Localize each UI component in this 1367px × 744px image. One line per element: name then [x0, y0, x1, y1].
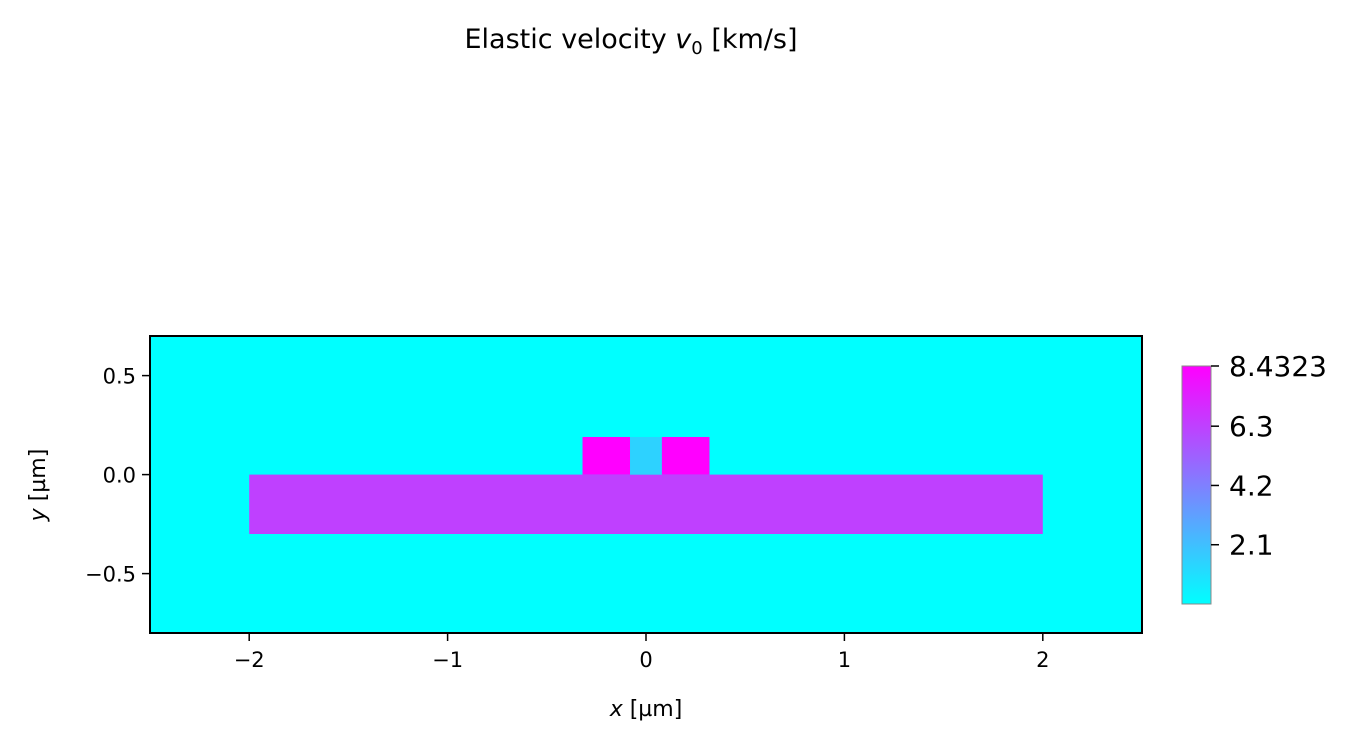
colorbar-tick-label: 4.2 [1229, 469, 1274, 502]
colorbar-tick-label: 8.4323 [1229, 350, 1327, 383]
title-subscript: 0 [691, 38, 702, 59]
region-slab [249, 474, 1043, 534]
colorbar-gradient [1181, 365, 1212, 605]
region-right-rib [661, 436, 710, 475]
y-tick-label: −0.5 [85, 563, 136, 587]
region-center-gap [630, 436, 662, 475]
x-ticks: −2 −1 0 1 2 [234, 633, 1049, 672]
x-axis-label: x [µm] [609, 697, 683, 722]
colorbar: 8.4323 6.3 4.2 2.1 [1181, 350, 1327, 605]
y-ticks: 0.5 0.0 −0.5 [85, 365, 150, 587]
plot-area: −2 −1 0 1 2 0.5 0.0 −0.5 [85, 335, 1143, 672]
y-tick-label: 0.5 [103, 365, 136, 389]
region-left-rib [582, 436, 631, 475]
x-tick-label: 0 [639, 648, 652, 672]
x-tick-label: −1 [432, 648, 463, 672]
colorbar-tick-label: 6.3 [1229, 410, 1274, 443]
regions-layer [249, 436, 1043, 534]
colorbar-ticks: 8.4323 6.3 4.2 2.1 [1211, 350, 1327, 562]
title-symbol: v [675, 24, 692, 55]
chart-title: Elastic velocity v0 [km/s] [465, 24, 798, 59]
colorbar-tick-label: 2.1 [1229, 529, 1274, 562]
x-tick-label: 2 [1036, 648, 1049, 672]
y-axis-label: y [µm] [26, 449, 51, 523]
x-tick-label: 1 [838, 648, 851, 672]
y-tick-label: 0.0 [103, 464, 136, 488]
x-tick-label: −2 [234, 648, 265, 672]
